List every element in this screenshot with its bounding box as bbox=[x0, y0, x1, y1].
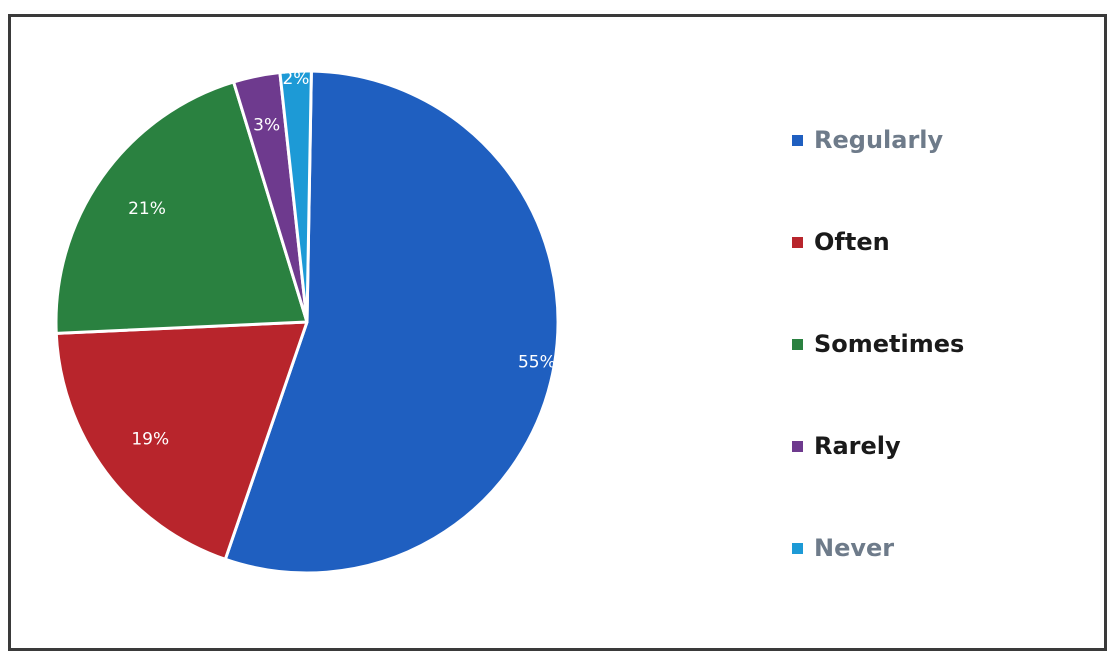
data-label-sometimes: 21% bbox=[128, 199, 166, 219]
legend-swatch-often bbox=[792, 236, 803, 248]
data-label-often: 19% bbox=[131, 429, 169, 449]
legend-label-never: Never bbox=[814, 534, 895, 562]
legend-item-often: Often bbox=[792, 224, 890, 260]
legend-swatch-rarely bbox=[792, 440, 803, 452]
legend-swatch-regularly bbox=[792, 134, 803, 146]
legend-swatch-sometimes bbox=[792, 338, 803, 350]
legend-label-rarely: Rarely bbox=[814, 432, 901, 460]
pie-slice-sometimes bbox=[54, 80, 309, 335]
data-label-never: 2% bbox=[282, 69, 309, 89]
pie-slice-regularly bbox=[223, 69, 560, 575]
pie-slice-often bbox=[54, 320, 309, 561]
legend-item-sometimes: Sometimes bbox=[792, 326, 964, 362]
data-label-rarely: 3% bbox=[253, 115, 280, 135]
legend-label-often: Often bbox=[814, 228, 890, 256]
legend-item-never: Never bbox=[792, 530, 894, 566]
legend-item-regularly: Regularly bbox=[792, 122, 943, 158]
legend-label-sometimes: Sometimes bbox=[814, 330, 965, 358]
legend-label-regularly: Regularly bbox=[814, 126, 944, 154]
pie-slice-never bbox=[278, 69, 313, 324]
data-label-regularly: 55% bbox=[518, 353, 556, 373]
legend-item-rarely: Rarely bbox=[792, 428, 901, 464]
legend-swatch-never bbox=[792, 542, 803, 554]
